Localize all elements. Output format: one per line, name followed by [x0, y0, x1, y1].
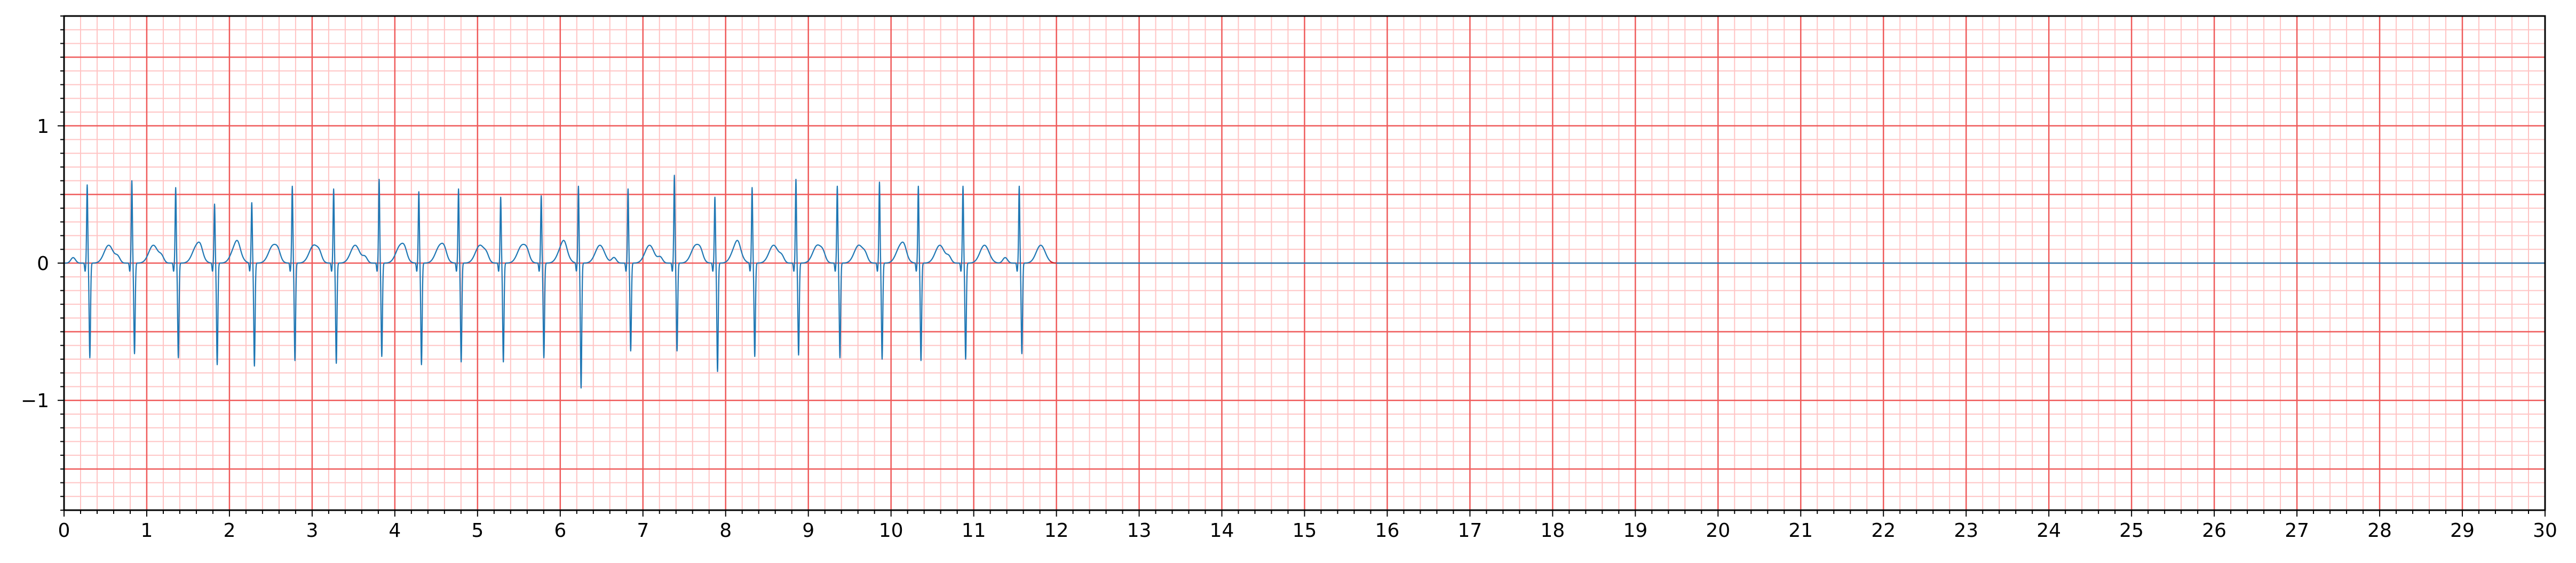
x-tick-label: 0	[58, 520, 70, 542]
x-tick-label: 16	[1375, 520, 1400, 542]
x-tick-label: 6	[554, 520, 566, 542]
x-tick-label: 1	[141, 520, 153, 542]
x-tick-label: 21	[1788, 520, 1813, 542]
x-tick-label: 22	[1871, 520, 1896, 542]
x-tick-label: 13	[1127, 520, 1152, 542]
y-tick-label: −1	[21, 390, 49, 412]
x-tick-label: 12	[1044, 520, 1069, 542]
x-tick-label: 3	[306, 520, 318, 542]
x-tick-label: 29	[2450, 520, 2475, 542]
y-axis: 1 0 −1	[21, 15, 64, 511]
ecg-signal-line	[64, 175, 1057, 389]
x-tick-label: 19	[1623, 520, 1647, 542]
x-tick-label: 2	[223, 520, 235, 542]
x-tick-label: 23	[1954, 520, 1978, 542]
x-tick-label: 10	[879, 520, 903, 542]
x-tick-label: 5	[471, 520, 484, 542]
ecg-signal-end-segment	[1049, 260, 1057, 264]
x-tick-label: 8	[719, 520, 732, 542]
x-tick-label: 28	[2367, 520, 2392, 542]
x-tick-label: 30	[2533, 520, 2557, 542]
y-tick-label: 0	[37, 253, 49, 275]
x-tick-label: 4	[389, 520, 401, 542]
x-tick-label: 7	[637, 520, 649, 542]
x-tick-label: 9	[802, 520, 814, 542]
x-tick-label: 15	[1293, 520, 1317, 542]
x-tick-label: 20	[1706, 520, 1730, 542]
x-axis: 0 1 2 3 4 5 6 7 8 9 10 11 12 13 14 15 16 17 18 19 20 21 22 23 24…	[58, 510, 2557, 542]
x-tick-label: 17	[1458, 520, 1483, 542]
y-tick-label: 1	[37, 116, 49, 138]
x-tick-label: 11	[962, 520, 986, 542]
x-tick-label: 24	[2036, 520, 2061, 542]
x-tick-label: 18	[1540, 520, 1565, 542]
x-tick-label: 25	[2119, 520, 2144, 542]
x-tick-label: 26	[2202, 520, 2226, 542]
x-tick-label: 27	[2285, 520, 2309, 542]
x-tick-label: 14	[1210, 520, 1234, 542]
signal-layer	[64, 175, 2545, 389]
